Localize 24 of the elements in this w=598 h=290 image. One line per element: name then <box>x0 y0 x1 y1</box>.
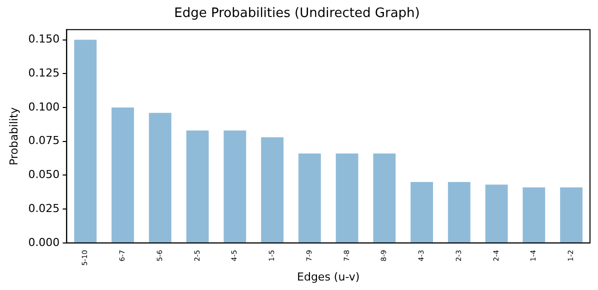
y-tick-label: 0.075 <box>28 134 60 148</box>
bar <box>485 184 508 242</box>
y-tick-label: 0.100 <box>28 100 60 114</box>
bar <box>336 154 358 242</box>
bar <box>112 107 134 242</box>
y-axis-title: Probability <box>7 106 20 166</box>
bar <box>74 40 97 242</box>
bar <box>522 187 546 242</box>
y-tick-label: 0.125 <box>28 66 60 80</box>
bar <box>448 182 470 242</box>
bar <box>298 154 321 242</box>
bar <box>373 154 396 242</box>
bar <box>410 182 434 242</box>
bar <box>224 130 246 242</box>
bar <box>261 137 284 242</box>
bar <box>186 130 209 242</box>
chart-title: Edge Probabilities (Undirected Graph) <box>174 6 420 22</box>
x-axis-title: Edges (u-v) <box>297 270 360 284</box>
y-tick-label: 0.025 <box>28 202 60 215</box>
y-tick-label: 0.150 <box>28 32 60 46</box>
y-tick-label: 0.050 <box>28 168 60 182</box>
bar <box>148 112 172 242</box>
y-tick-label: 0.000 <box>28 236 60 249</box>
bar <box>560 187 583 242</box>
